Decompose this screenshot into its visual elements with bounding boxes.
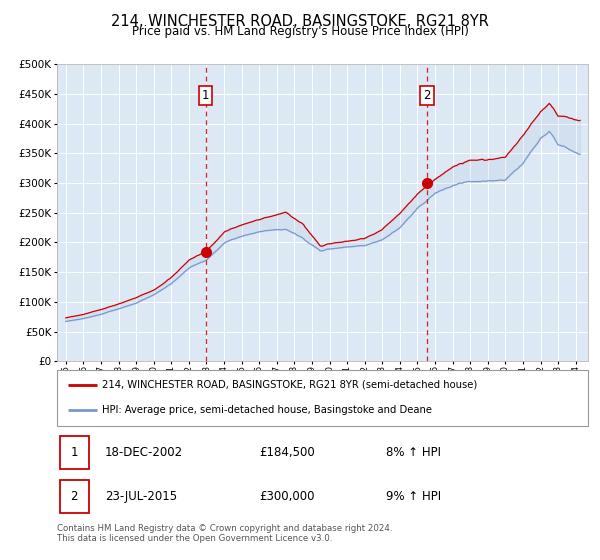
FancyBboxPatch shape (59, 480, 89, 513)
FancyBboxPatch shape (59, 436, 89, 469)
Text: Contains HM Land Registry data © Crown copyright and database right 2024.
This d: Contains HM Land Registry data © Crown c… (57, 524, 392, 543)
Text: 2: 2 (71, 490, 78, 503)
Text: £184,500: £184,500 (259, 446, 314, 459)
Text: 214, WINCHESTER ROAD, BASINGSTOKE, RG21 8YR (semi-detached house): 214, WINCHESTER ROAD, BASINGSTOKE, RG21 … (102, 380, 478, 390)
Text: £300,000: £300,000 (259, 490, 314, 503)
Text: 1: 1 (71, 446, 78, 459)
Text: 2: 2 (424, 89, 431, 102)
Text: HPI: Average price, semi-detached house, Basingstoke and Deane: HPI: Average price, semi-detached house,… (102, 405, 432, 416)
Text: 1: 1 (202, 89, 209, 102)
Text: 8% ↑ HPI: 8% ↑ HPI (386, 446, 441, 459)
Text: 9% ↑ HPI: 9% ↑ HPI (386, 490, 442, 503)
Text: 18-DEC-2002: 18-DEC-2002 (105, 446, 183, 459)
Text: Price paid vs. HM Land Registry's House Price Index (HPI): Price paid vs. HM Land Registry's House … (131, 25, 469, 38)
FancyBboxPatch shape (57, 370, 588, 426)
Text: 23-JUL-2015: 23-JUL-2015 (105, 490, 177, 503)
Text: 214, WINCHESTER ROAD, BASINGSTOKE, RG21 8YR: 214, WINCHESTER ROAD, BASINGSTOKE, RG21 … (111, 14, 489, 29)
